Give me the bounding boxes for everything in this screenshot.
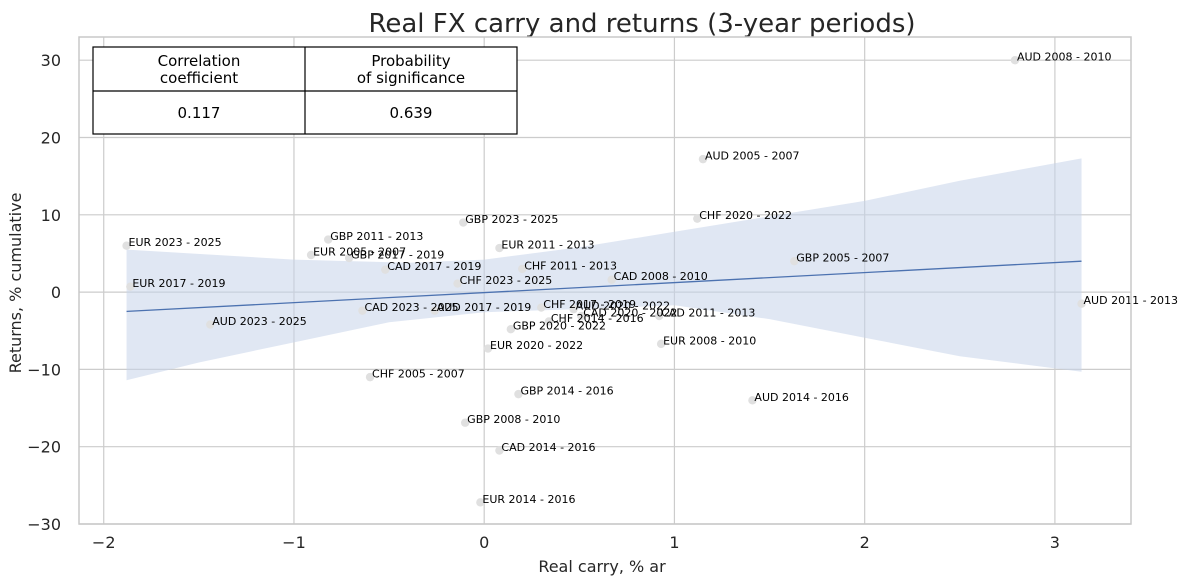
data-point: [506, 325, 516, 334]
data-point-label: CAD 2020 - 2022: [583, 307, 677, 320]
x-tick-label: 0: [479, 533, 489, 552]
data-point: [122, 241, 131, 250]
data-point: [693, 214, 702, 223]
data-point-label: CAD 2011 - 2013: [661, 307, 755, 320]
data-point-label: CHF 2014 - 2016: [551, 312, 644, 325]
data-point-label: GBP 2005 - 2007: [796, 252, 889, 265]
data-point-label: CAD 2023 - 2025: [364, 301, 458, 314]
data-point-label: CAD 2017 - 2019: [387, 260, 481, 273]
data-point-label: CAD 2014 - 2016: [501, 441, 595, 454]
data-point-label: EUR 2008 - 2010: [663, 334, 756, 347]
x-tick-label: −1: [282, 533, 306, 552]
data-point: [483, 344, 493, 353]
data-point-label: CAD 2008 - 2010: [614, 270, 708, 283]
data-point: [344, 253, 354, 263]
data-point-label: EUR 2023 - 2025: [129, 236, 222, 249]
chart-title: Real FX carry and returns (3-year period…: [368, 9, 915, 39]
stats-table-header: Probability of significance: [357, 52, 465, 87]
stats-table-header: Correlation coefficient: [158, 52, 241, 87]
data-point-label: EUR 2014 - 2016: [482, 493, 575, 506]
data-point: [476, 498, 485, 507]
data-point-label: AUD 2023 - 2025: [212, 315, 307, 328]
data-point-label: CHF 2023 - 2025: [460, 274, 553, 287]
stats-table-value: 0.117: [178, 104, 221, 122]
x-tick-label: 1: [669, 533, 679, 552]
data-point: [495, 243, 504, 253]
x-tick-label: 2: [860, 533, 870, 552]
y-tick-label: −20: [27, 438, 61, 457]
data-point: [306, 250, 316, 260]
data-point: [569, 304, 578, 314]
data-point: [430, 306, 439, 315]
y-tick-label: −10: [27, 360, 61, 379]
data-point-label: GBP 2008 - 2010: [467, 413, 560, 426]
data-point-label: AUD 2014 - 2016: [754, 391, 849, 404]
data-point-label: GBP 2020 - 2022: [513, 320, 606, 333]
data-point-label: EUR 2005 - 2007: [313, 245, 406, 258]
regression-line: [126, 260, 1082, 313]
data-point: [206, 320, 215, 329]
point-labels-layer: AUD 2008 - 2010 AUD 2005 - 2007 CHF 2020 -…: [129, 51, 1178, 506]
y-axis-label: Returns, % cumulative: [6, 193, 25, 374]
data-point: [459, 218, 468, 227]
regression-line-layer: [126, 260, 1082, 313]
x-tick-label: −2: [92, 533, 116, 552]
data-point: [544, 317, 554, 326]
data-point-label: EUR 2011 - 2013: [501, 239, 594, 252]
stats-table: Correlation coefficient 0.117 Probability of…: [92, 46, 518, 135]
data-point: [518, 264, 527, 274]
x-axis-label: Real carry, % ar: [538, 557, 666, 576]
data-point: [381, 265, 390, 274]
x-tick-label: 3: [1050, 533, 1060, 552]
data-point-label: CHF 2020 - 2022: [699, 209, 792, 222]
data-point: [1077, 299, 1086, 308]
data-point-label: AUD 2008 - 2010: [1017, 51, 1111, 64]
data-point-label: GBP 2011 - 2013: [330, 230, 423, 243]
data-point-label: EUR 2017 - 2019: [132, 277, 225, 290]
confidence-band-layer: [126, 158, 1082, 381]
data-point-label: AUD 2020 - 2022: [576, 300, 671, 313]
data-point: [537, 303, 546, 312]
data-point: [1010, 55, 1020, 65]
y-tick-label: 20: [41, 128, 61, 147]
data-point: [514, 389, 523, 399]
data-point-label: GBP 2017 - 2019: [351, 249, 444, 262]
data-point-label: CHF 2017 - 2019: [543, 298, 636, 311]
data-point-label: EUR 2020 - 2022: [490, 339, 583, 352]
data-point: [365, 372, 375, 382]
data-point: [748, 396, 757, 405]
data-point-label: CHF 2011 - 2013: [524, 259, 617, 272]
data-point: [656, 339, 666, 349]
data-point: [495, 446, 504, 455]
plot-frame: [78, 36, 1132, 525]
y-tick-label: −30: [27, 515, 61, 534]
data-point-label: GBP 2023 - 2025: [465, 213, 558, 226]
y-tick-label: 10: [41, 206, 61, 225]
data-point-label: CHF 2005 - 2007: [372, 368, 465, 381]
data-point: [790, 256, 799, 266]
stats-table-value: 0.639: [390, 104, 433, 122]
data-point: [607, 275, 616, 284]
points-layer: [122, 55, 1086, 507]
data-point: [577, 311, 586, 321]
data-point-label: GBP 2014 - 2016: [520, 385, 613, 398]
data-point: [126, 282, 135, 291]
data-point: [453, 279, 462, 288]
confidence-band: [126, 158, 1082, 381]
data-point: [358, 306, 367, 315]
y-tick-label: 0: [51, 283, 61, 302]
y-tick-label: 30: [41, 51, 61, 70]
data-point: [698, 154, 708, 164]
data-point-label: AUD 2017 - 2019: [437, 301, 532, 314]
data-point: [460, 418, 470, 427]
data-point-label: AUD 2005 - 2007: [705, 150, 800, 163]
data-point: [324, 235, 333, 244]
data-point: [655, 311, 664, 321]
